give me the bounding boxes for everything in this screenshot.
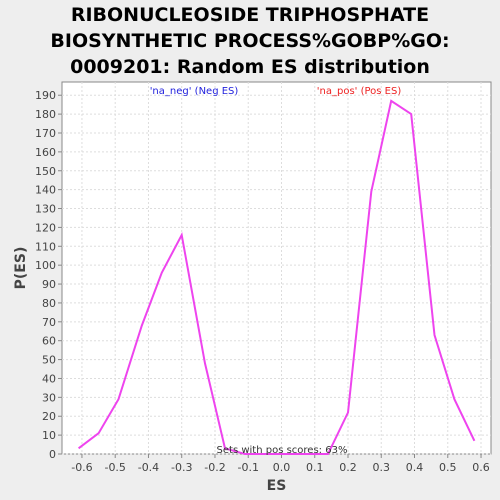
y-tick-label: 90 [42, 278, 56, 291]
y-tick-label: 30 [42, 391, 56, 404]
y-tick-label: 60 [42, 335, 56, 348]
y-tick-label: 160 [35, 146, 56, 159]
y-tick-label: 140 [35, 184, 56, 197]
x-tick-label: 0.4 [406, 461, 424, 474]
y-tick-label: 50 [42, 354, 56, 367]
chart-title: RIBONUCLEOSIDE TRIPHOSPHATE BIOSYNTHETIC… [0, 2, 500, 80]
y-tick-label: 120 [35, 221, 56, 234]
chart-title-line-3: 0009201: Random ES distribution [70, 56, 430, 78]
y-tick-label: 70 [42, 316, 56, 329]
x-axis-title: ES [267, 478, 287, 494]
es-series-line [77, 99, 476, 455]
y-tick-label: 40 [42, 372, 56, 385]
plot-area [61, 81, 492, 455]
y-tick-label: 80 [42, 297, 56, 310]
x-tick-label: -0.4 [138, 461, 159, 474]
series-layer [77, 99, 476, 455]
x-tick-label: -0.5 [104, 461, 125, 474]
chart-title-line-1: RIBONUCLEOSIDE TRIPHOSPHATE [70, 4, 430, 26]
x-tick-label: -0.2 [204, 461, 225, 474]
y-tick-label: 130 [35, 203, 56, 216]
grid-lines [62, 82, 491, 455]
y-tick-label: 110 [35, 240, 56, 253]
legend-entry: 'na_pos' (Pos ES) [317, 86, 402, 97]
legend: 'na_neg' (Neg ES) 'na_pos' (Pos ES) [150, 86, 402, 97]
x-tick-label: 0.2 [339, 461, 357, 474]
y-axis-title: P(ES) [13, 247, 29, 290]
x-tick-label: 0.5 [439, 461, 457, 474]
y-tick-label: 10 [42, 429, 56, 442]
y-tick-label: 190 [35, 89, 56, 102]
y-tick-label: 180 [35, 108, 56, 121]
x-tick-label: -0.1 [237, 461, 258, 474]
x-tick-label: 0.6 [472, 461, 490, 474]
y-tick-label: 20 [42, 410, 56, 423]
legend-entry: 'na_neg' (Neg ES) [150, 86, 239, 97]
x-tick-label: 0.1 [306, 461, 324, 474]
axes: 0 10 20 30 40 50 60 70 80 90 100 110 120 130 140 150 160… [35, 89, 490, 474]
x-tick-label: 0.3 [373, 461, 391, 474]
y-tick-label: 150 [35, 165, 56, 178]
pos-scores-annotation: Sets with pos scores: 63% [217, 445, 348, 456]
x-tick-label: -0.3 [171, 461, 192, 474]
chart-title-line-2: BIOSYNTHETIC PROCESS%GOBP%GO: [50, 30, 450, 52]
y-tick-label: 170 [35, 127, 56, 140]
x-tick-label: -0.6 [71, 461, 92, 474]
x-tick-label: 0.0 [273, 461, 291, 474]
y-tick-label: 100 [35, 259, 56, 272]
y-tick-label: 0 [49, 448, 56, 461]
